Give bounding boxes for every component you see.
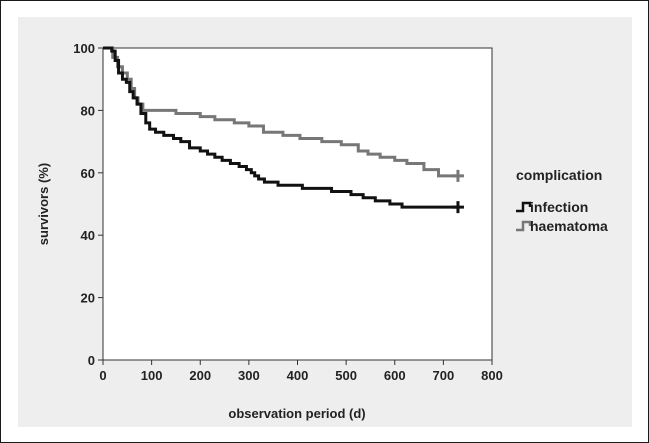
x-tick-label: 100 <box>141 368 163 383</box>
series-line-infection <box>103 46 458 209</box>
x-tick-label: 200 <box>189 368 211 383</box>
x-tick-label: 600 <box>384 368 406 383</box>
legend-swatch-haematoma <box>516 220 532 232</box>
legend-label-haematoma: haematoma <box>530 218 608 234</box>
x-tick-label: 300 <box>238 368 260 383</box>
legend: infection haematoma <box>516 199 608 234</box>
x-axis-label: observation period (d) <box>228 406 365 421</box>
legend-label-infection: infection <box>530 199 588 215</box>
y-axis-label: survivors (%) <box>36 163 51 245</box>
chart-panel: survivors (%) observation period (d) 0 20… <box>18 17 632 427</box>
y-tick-label: 100 <box>73 41 95 56</box>
x-tick-label: 800 <box>481 368 503 383</box>
series-line-haematoma <box>103 46 458 178</box>
x-tick-label: 700 <box>433 368 455 383</box>
plot-area <box>102 47 493 361</box>
x-tick-label: 400 <box>287 368 309 383</box>
x-tick-label: 0 <box>99 368 106 383</box>
y-tick-label: 80 <box>81 103 95 118</box>
y-tick-label: 20 <box>81 291 95 306</box>
series-group <box>103 46 464 214</box>
y-tick-label: 40 <box>81 228 95 243</box>
y-tick-label: 0 <box>88 353 95 368</box>
x-tick-label: 500 <box>335 368 357 383</box>
legend-title: complication <box>516 167 602 183</box>
censor-marker-infection <box>451 201 464 214</box>
survival-chart: survivors (%) observation period (d) 0 20… <box>36 41 608 421</box>
censor-marker-haematoma <box>451 169 464 182</box>
y-tick-label: 60 <box>81 166 95 181</box>
legend-swatch-infection <box>516 201 532 213</box>
axes: 0 20 40 60 80 100 0 100 200 300 400 500 600 700 800 <box>73 41 503 383</box>
